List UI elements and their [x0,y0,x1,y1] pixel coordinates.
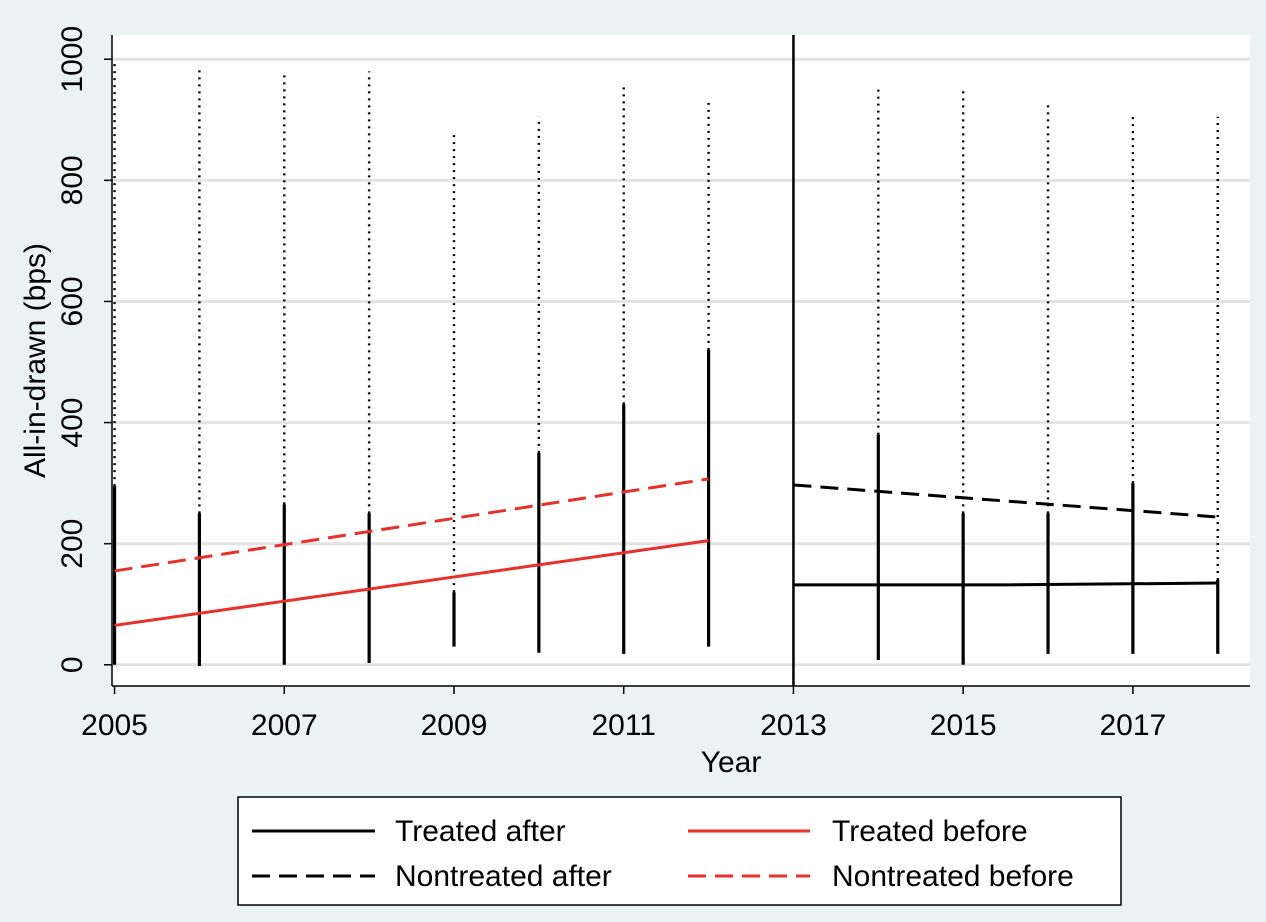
legend-label: Nontreated after [395,860,612,893]
x-axis-title: Year [701,746,762,779]
y-tick-label: 1000 [56,26,89,93]
series-line [114,477,709,573]
x-tick-label: 2009 [421,709,488,742]
plot-area [112,35,1250,686]
x-tick-label: 2017 [1100,709,1167,742]
x-tick-label: 2015 [930,709,997,742]
series-line [793,483,1218,519]
y-tick-label: 800 [56,155,89,205]
legend-label: Treated after [395,815,566,848]
y-tick-label: 400 [56,398,89,448]
legend-box [237,796,1122,906]
x-tick-label: 2013 [760,709,827,742]
series-line [114,539,709,627]
x-tick-label: 2011 [591,709,656,742]
series-line [793,581,1218,587]
legend-label: Treated before [832,815,1028,848]
y-tick-label: 0 [56,656,89,673]
legend-label: Nontreated before [832,860,1074,893]
y-tick-label: 200 [56,519,89,569]
x-tick-label: 2007 [251,709,318,742]
y-tick-label: 600 [56,276,89,326]
x-tick-label: 2005 [81,709,148,742]
y-axis-title: All-in-drawn (bps) [19,243,52,478]
